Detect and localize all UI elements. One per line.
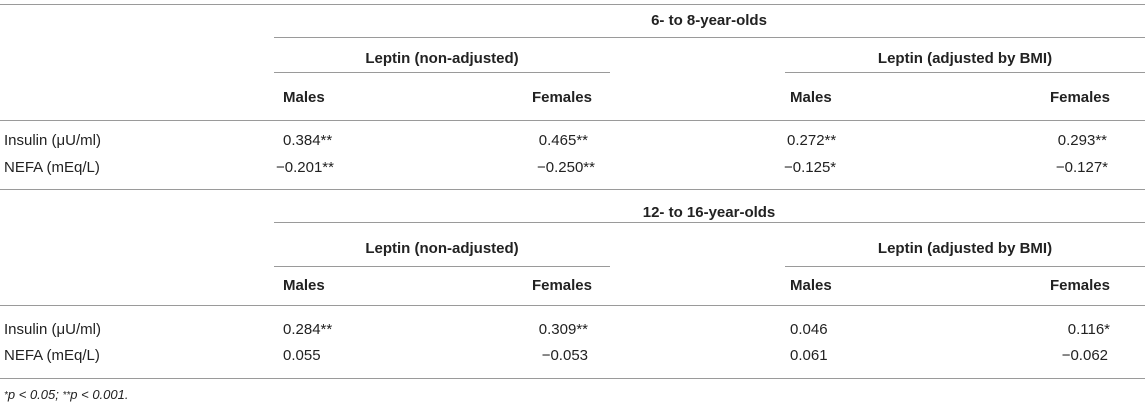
table-cell: −0.127* [1055, 159, 1108, 176]
table-cell: 0.046 [790, 321, 828, 338]
section-title: 6- to 8-year-olds [651, 12, 767, 29]
row-label: Insulin (μU/ml) [4, 321, 101, 338]
group-header: Leptin (adjusted by BMI) [877, 50, 1053, 67]
column-header: Males [790, 89, 832, 106]
table-cell: −0.201** [276, 159, 334, 176]
table-top-rule [0, 4, 1145, 5]
group-underline [274, 266, 610, 267]
table-cell: −0.053 [541, 347, 588, 364]
column-header: Males [283, 89, 325, 106]
table-cell: −0.250** [537, 159, 595, 176]
footnote-text: p < 0.05; [7, 387, 63, 402]
section-title-underline [274, 37, 1145, 38]
footnote-marker: ** [62, 390, 71, 401]
table-cell: 0.055 [283, 347, 321, 364]
footnote-marker: * [4, 390, 8, 401]
table-cell: 0.061 [790, 347, 828, 364]
section-title-underline [274, 222, 1145, 223]
table-cell: 0.309** [538, 321, 588, 338]
table-cell: 0.116* [1067, 321, 1110, 338]
table-cell: 0.284** [283, 321, 333, 338]
group-header: Leptin (non-adjusted) [365, 50, 519, 67]
table-cell: 0.465** [538, 132, 588, 149]
header-bottom-rule-2 [0, 305, 1145, 306]
column-header: Males [283, 277, 325, 294]
column-header: Females [1049, 277, 1110, 294]
table-cell: −0.062 [1061, 347, 1108, 364]
group-underline [785, 266, 1145, 267]
table-cell: 0.272** [787, 132, 837, 149]
column-header: Males [790, 277, 832, 294]
header-bottom-rule [0, 120, 1145, 121]
table-cell: 0.384** [283, 132, 333, 149]
section-title: 12- to 16-year-olds [642, 204, 776, 221]
group-underline [785, 72, 1145, 73]
group-header: Leptin (non-adjusted) [365, 240, 519, 257]
column-header: Females [531, 89, 592, 106]
row-label: NEFA (mEq/L) [4, 159, 100, 176]
table-cell: 0.293** [1057, 132, 1107, 149]
column-header: Females [1049, 89, 1110, 106]
footnote-text: p < 0.001. [70, 387, 129, 402]
table-cell: −0.125* [784, 159, 837, 176]
section-divider-rule [0, 189, 1145, 190]
row-label: NEFA (mEq/L) [4, 347, 100, 364]
table-bottom-rule [0, 378, 1145, 379]
row-label: Insulin (μU/ml) [4, 132, 101, 149]
column-header: Females [531, 277, 592, 294]
table-footnote: *p < 0.05; **p < 0.001. [4, 386, 128, 404]
group-underline [274, 72, 610, 73]
group-header: Leptin (adjusted by BMI) [877, 240, 1053, 257]
